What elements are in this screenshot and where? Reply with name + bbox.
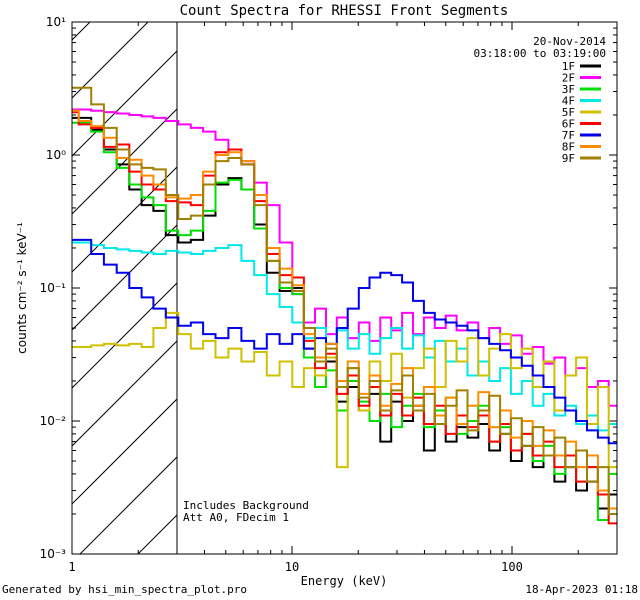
legend-label-2F: 2F	[562, 72, 575, 85]
footer-generator-credit: Generated by hsi_min_spectra_plot.pro	[2, 583, 247, 596]
spectra-curves	[72, 86, 617, 525]
hatch-line	[72, 22, 91, 41]
annotation-attenuator-state: Att A0, FDecim 1	[183, 511, 289, 524]
x-tick-label: 10	[285, 560, 299, 574]
legend-label-9F: 9F	[562, 152, 575, 165]
hatch-line	[72, 224, 177, 331]
y-tick-label: 10¹	[46, 15, 66, 29]
y-tick-labels: 10¹ 10⁰ 10⁻¹ 10⁻² 10⁻³	[40, 15, 67, 561]
legend-label-1F: 1F	[562, 60, 575, 73]
y-tick-label: 10⁻³	[40, 547, 67, 561]
x-axis-label: Energy (keV)	[301, 574, 388, 588]
x-tick-labels: 1 10 100	[68, 560, 522, 574]
legend-label-6F: 6F	[562, 118, 575, 131]
chart-title: Count Spectra for RHESSI Front Segments	[180, 3, 509, 19]
y-tick-label: 10⁻²	[40, 414, 67, 428]
hatch-line	[79, 456, 177, 554]
x-tick-label: 1	[68, 560, 75, 574]
observation-date: 20-Nov-2014	[533, 35, 606, 48]
plot-frame	[71, 21, 618, 555]
annotation-includes-background: Includes Background	[183, 499, 309, 512]
legend-label-3F: 3F	[562, 83, 575, 96]
x-tick-label: 100	[501, 560, 523, 574]
hatch-line	[72, 340, 177, 447]
legend-label-4F: 4F	[562, 95, 575, 108]
series-5F-curve	[72, 311, 617, 469]
legend-label-7F: 7F	[562, 129, 575, 142]
hatch-line	[72, 398, 177, 505]
series-9F-curve	[72, 86, 617, 515]
hatch-line	[72, 108, 177, 215]
hatch-line	[72, 22, 149, 99]
series-4F-curve	[72, 241, 617, 432]
legend-label-5F: 5F	[562, 106, 575, 119]
series-7F-curve	[72, 238, 617, 445]
legend-label-8F: 8F	[562, 141, 575, 154]
y-axis-label: counts cm⁻² s⁻¹ keV⁻¹	[15, 222, 29, 354]
hatch-line	[72, 50, 177, 157]
footer-render-timestamp: 18-Apr-2023 01:18	[525, 583, 638, 596]
y-tick-label: 10⁻¹	[40, 281, 67, 295]
hatch-line	[137, 514, 177, 554]
y-tick-label: 10⁰	[46, 148, 66, 162]
hatch-line	[72, 282, 177, 389]
observation-time-range: 03:18:00 to 03:19:00	[474, 47, 606, 60]
